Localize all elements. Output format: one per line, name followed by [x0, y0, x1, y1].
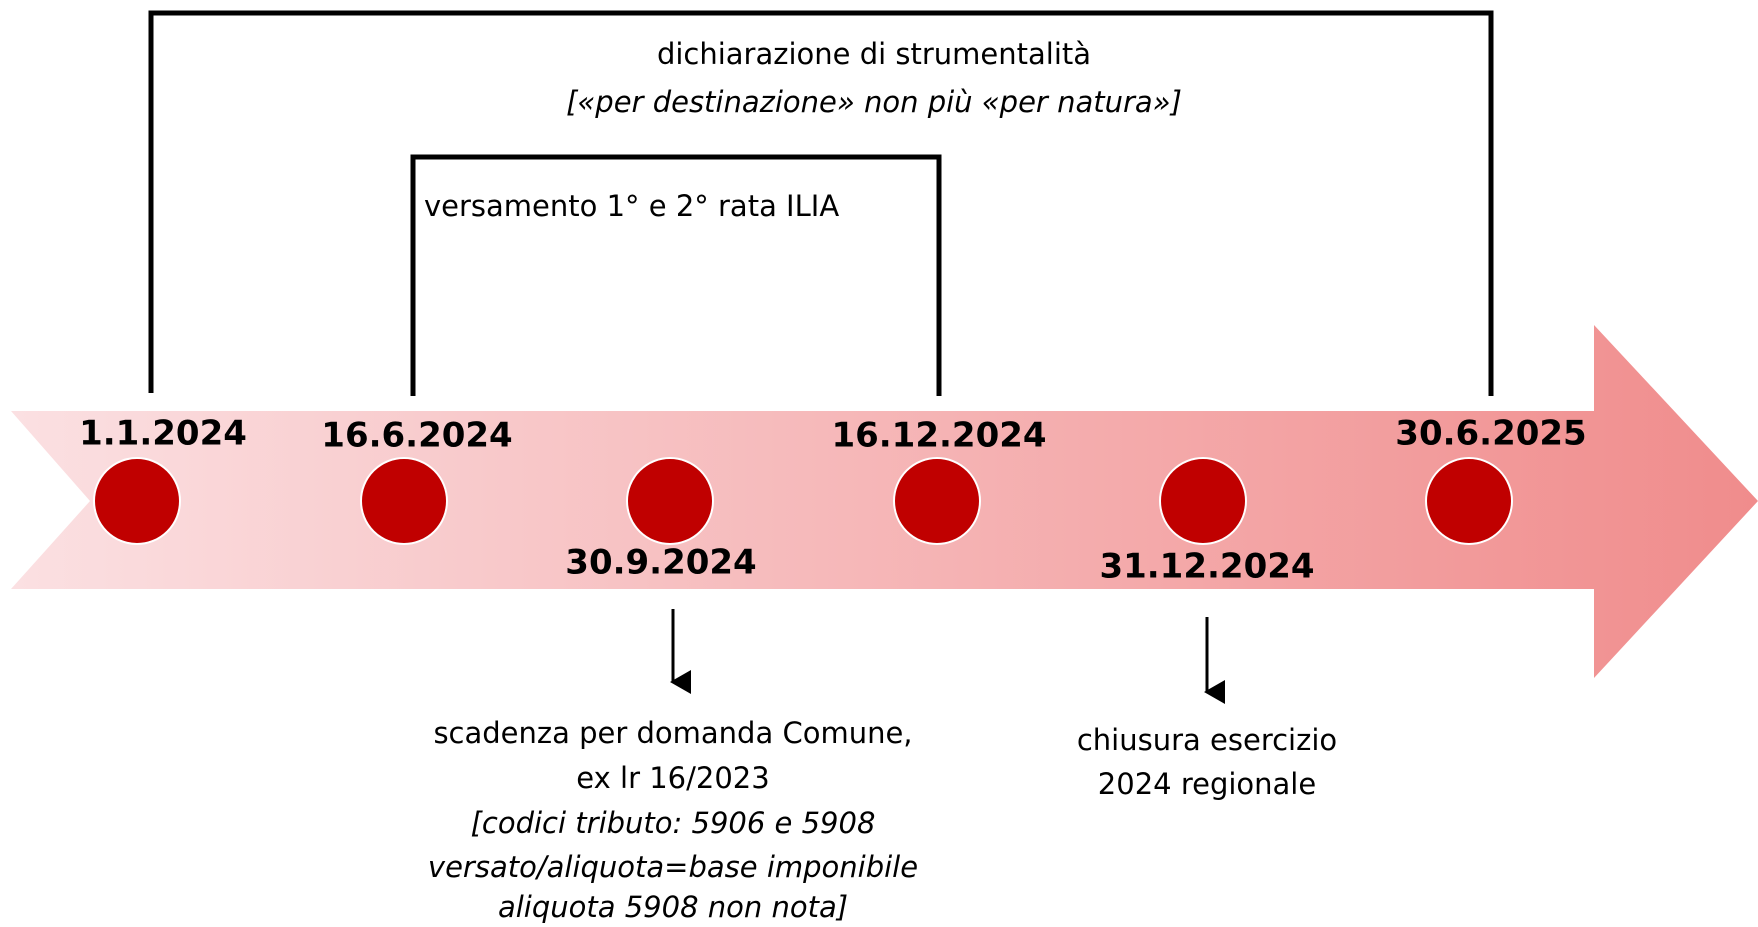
- bracket-sublabel: [«per destinazione» non più «per natura»…: [566, 85, 1182, 119]
- milestone-dot: [893, 457, 981, 545]
- milestone-date: 31.12.2024: [1099, 547, 1314, 587]
- inner-bracket: [410, 154, 942, 396]
- note-line: versato/aliquota=base imponibile: [428, 850, 918, 884]
- milestone-dot: [93, 457, 181, 545]
- milestone-dot: [626, 457, 714, 545]
- milestone-date: 16.12.2024: [831, 416, 1046, 456]
- milestone-date: 1.1.2024: [79, 414, 247, 454]
- milestone-date: 30.9.2024: [565, 543, 756, 583]
- note-line: aliquota 5908 non nota]: [498, 890, 848, 924]
- milestone-dot: [1159, 457, 1247, 545]
- milestone-dot: [360, 457, 448, 545]
- milestone-date: 16.6.2024: [321, 416, 512, 456]
- note-line: scadenza per domanda Comune,: [433, 716, 912, 750]
- note-line: 2024 regionale: [1098, 767, 1316, 801]
- note-line: chiusura esercizio: [1077, 723, 1337, 757]
- note-line: ex lr 16/2023: [576, 761, 769, 795]
- milestone-date: 30.6.2025: [1395, 414, 1586, 454]
- note-line: [codici tributo: 5906 e 5908: [471, 806, 876, 840]
- milestone-dot: [1425, 457, 1513, 545]
- bracket-label: versamento 1° e 2° rata ILIA: [424, 189, 839, 223]
- timeline-arrow: [11, 325, 1758, 678]
- bracket-label: dichiarazione di strumentalità: [657, 37, 1091, 71]
- outer-bracket: [148, 10, 1494, 396]
